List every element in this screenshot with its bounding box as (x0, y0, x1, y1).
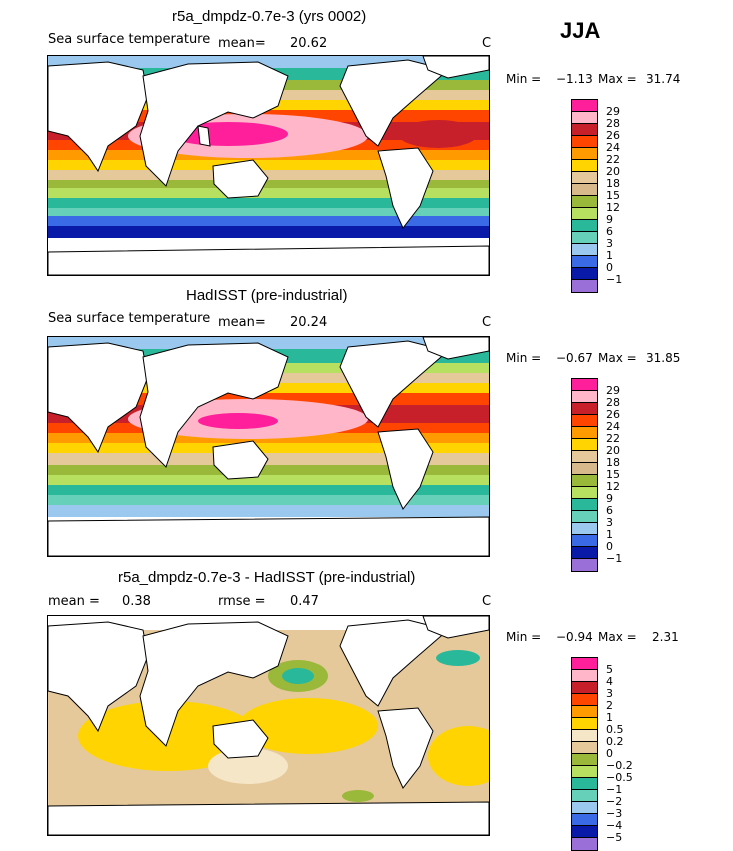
panel-1-colorbar-label: 9 (606, 213, 613, 226)
panel-3-colorbar (571, 657, 598, 851)
panel-3-colorbar-label: −0.2 (606, 759, 633, 772)
panel-1-colorbar-label: 20 (606, 165, 620, 178)
panel-1-colorbar-label: 6 (606, 225, 613, 238)
panel-2-colorbar-label: 18 (606, 456, 620, 469)
panel-1-colorbar-label: 29 (606, 105, 620, 118)
panel-2-variable: Sea surface temperature (48, 311, 211, 326)
panel-1-colorbar-label: 12 (606, 201, 620, 214)
panel-1-colorbar-label: 3 (606, 237, 613, 250)
panel-2-colorbar-label: 3 (606, 516, 613, 529)
panel-2-mean-label: mean= (218, 315, 266, 330)
panel-3-colorbar-label: 0.5 (606, 723, 624, 736)
panel-1-colorbar-label: 18 (606, 177, 620, 190)
panel-2-unit: C (482, 315, 492, 330)
panel-2-mean-value: 20.24 (290, 315, 328, 330)
panel-2-max-value: 31.85 (646, 351, 681, 365)
panel-2-colorbar-label: 0 (606, 540, 613, 553)
panel-1-max-label: Max = (598, 72, 637, 86)
panel-2-title: HadISST (pre-industrial) (186, 287, 348, 304)
panel-2-colorbar-label: 29 (606, 384, 620, 397)
panel-2-colorbar-label: 24 (606, 420, 620, 433)
panel-2-map (47, 336, 490, 557)
panel-2-colorbar (571, 378, 598, 572)
panel-3-colorbar-label: 3 (606, 687, 613, 700)
panel-3-colorbar-label: 4 (606, 675, 613, 688)
panel-3-colorbar-label: 0.2 (606, 735, 624, 748)
panel-1-colorbar-label: 24 (606, 141, 620, 154)
panel-2-max-label: Max = (598, 351, 637, 365)
panel-3-mean-value: 0.38 (122, 594, 151, 609)
panel-3-rmse-value: 0.47 (290, 594, 319, 609)
panel-2-colorbar-label: 15 (606, 468, 620, 481)
panel-3-colorbar-label: −1 (606, 783, 623, 796)
panel-1-variable: Sea surface temperature (48, 32, 211, 47)
panel-1-colorbar-label: 22 (606, 153, 620, 166)
panel-1-colorbar-label: 26 (606, 129, 620, 142)
panel-3-min-value: −0.94 (556, 630, 593, 644)
panel-2-colorbar-label: 20 (606, 444, 620, 457)
panel-3-min-label: Min = (506, 630, 542, 644)
panel-2-colorbar-label: 22 (606, 432, 620, 445)
panel-1-colorbar-label: −1 (606, 273, 623, 286)
panel-1-colorbar-label: 0 (606, 261, 613, 274)
panel-1-mean-label: mean= (218, 36, 266, 51)
panel-1-colorbar-label: 1 (606, 249, 613, 262)
panel-3-colorbar-label: 0 (606, 747, 613, 760)
panel-3-colorbar-label: −0.5 (606, 771, 633, 784)
panel-3-colorbar-label: −3 (606, 807, 623, 820)
panel-3-colorbar-label: 1 (606, 711, 613, 724)
panel-1-map (47, 55, 490, 276)
panel-2-colorbar-label: 26 (606, 408, 620, 421)
panel-2-colorbar-label: 28 (606, 396, 620, 409)
panel-1-max-value: 31.74 (646, 72, 681, 86)
panel-3-colorbar-label: 5 (606, 663, 613, 676)
panel-1-unit: C (482, 36, 492, 51)
panel-2-min-label: Min = (506, 351, 542, 365)
panel-1-min-value: −1.13 (556, 72, 593, 86)
panel-1-colorbar (571, 99, 598, 293)
panel-2-colorbar-label: 9 (606, 492, 613, 505)
panel-2-min-value: −0.67 (556, 351, 593, 365)
panel-3-max-label: Max = (598, 630, 637, 644)
panel-2-colorbar-label: 12 (606, 480, 620, 493)
panel-3-colorbar-label: −4 (606, 819, 623, 832)
panel-2-colorbar-label: −1 (606, 552, 623, 565)
panel-3-colorbar-label: 2 (606, 699, 613, 712)
panel-3-colorbar-label: −5 (606, 831, 623, 844)
panel-3-unit: C (482, 594, 492, 609)
panel-2-colorbar-label: 1 (606, 528, 613, 541)
panel-3-max-value: 2.31 (652, 630, 679, 644)
panel-3-title: r5a_dmpdz-0.7e-3 - HadISST (pre-industri… (118, 569, 416, 586)
panel-1-min-label: Min = (506, 72, 542, 86)
panel-3-map (47, 615, 490, 836)
panel-1-colorbar-label: 15 (606, 189, 620, 202)
panel-3-rmse-label: rmse = (218, 594, 266, 609)
panel-3-colorbar-label: −2 (606, 795, 623, 808)
panel-1-colorbar-label: 28 (606, 117, 620, 130)
panel-2-colorbar-label: 6 (606, 504, 613, 517)
panel-1-mean-value: 20.62 (290, 36, 328, 51)
panel-3-mean-label: mean = (48, 594, 100, 609)
season-label: JJA (560, 18, 601, 43)
panel-1-title: r5a_dmpdz-0.7e-3 (yrs 0002) (172, 8, 367, 25)
